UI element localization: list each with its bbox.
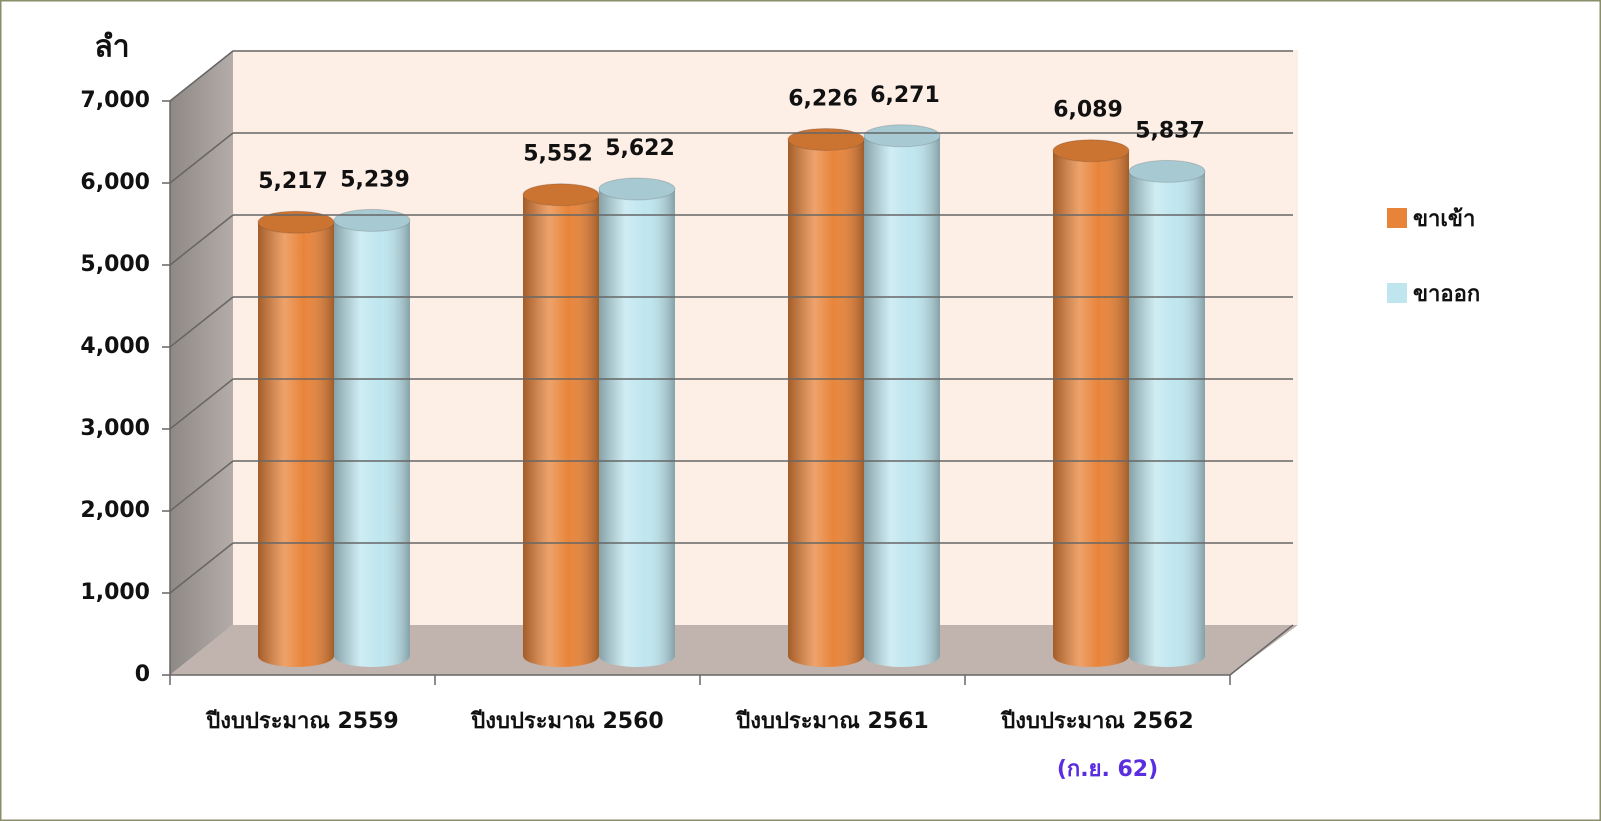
floor <box>170 625 1298 675</box>
bar-shade <box>1129 171 1205 667</box>
annotation: (ก.ย. 62) <box>1057 757 1158 782</box>
bar-top-shade <box>864 124 940 147</box>
y-axis-label: ลำ <box>94 30 129 65</box>
y-tick-label: 2,000 <box>80 498 150 523</box>
bar-shade <box>1053 150 1129 667</box>
bar-top-shade <box>334 209 410 232</box>
bar-shade <box>788 139 864 667</box>
value-label: 5,622 <box>605 136 675 161</box>
x-tick-label: ปีงบประมาณ 2561 <box>735 709 929 734</box>
grid-line <box>169 214 234 266</box>
legend-swatch <box>1387 208 1407 228</box>
grid-line <box>169 296 234 348</box>
bar-top <box>1052 139 1130 163</box>
grid-line <box>169 50 234 102</box>
bar-top-shade <box>599 177 675 200</box>
bar-top-shade <box>1129 160 1205 183</box>
bar-shade <box>334 220 410 668</box>
bar-top-shade <box>258 211 334 234</box>
value-label: 5,837 <box>1135 118 1205 143</box>
bar-top <box>863 124 941 148</box>
grid-line <box>169 460 234 512</box>
y-tick-label: 1,000 <box>80 580 150 605</box>
y-tick-label: 5,000 <box>80 252 150 277</box>
legend-label: ขาออก <box>1413 282 1480 307</box>
legend-swatch <box>1387 283 1407 303</box>
axis-line <box>1229 624 1294 676</box>
x-tick-label: ปีงบประมาณ 2562 <box>1000 709 1194 734</box>
value-label: 5,552 <box>523 142 593 167</box>
bar-shade <box>258 222 334 667</box>
bar-top-shade <box>523 183 599 206</box>
y-tick-label: 6,000 <box>80 170 150 195</box>
y-tick-label: 0 <box>135 662 150 687</box>
bar-top-shade <box>788 128 864 151</box>
x-tick-label: ปีงบประมาณ 2560 <box>470 709 664 734</box>
grid-line <box>169 378 234 430</box>
value-label: 5,217 <box>258 169 328 194</box>
value-label: 6,271 <box>870 83 940 108</box>
bar-top <box>1128 159 1206 183</box>
bar-shade <box>864 135 940 667</box>
value-label: 6,226 <box>788 86 858 111</box>
x-tick-label: ปีงบประมาณ 2559 <box>205 709 399 734</box>
bar-shade <box>523 194 599 667</box>
y-tick-label: 7,000 <box>80 88 150 113</box>
y-tick-label: 4,000 <box>80 334 150 359</box>
bar-shade <box>599 188 675 667</box>
side-wall <box>170 50 233 675</box>
value-label: 6,089 <box>1053 98 1123 123</box>
grid-line <box>169 542 234 594</box>
bar-top <box>598 177 676 201</box>
legend-label: ขาเข้า <box>1413 207 1475 232</box>
value-label: 5,239 <box>340 167 410 192</box>
grid-line <box>169 132 234 184</box>
y-tick-label: 3,000 <box>80 416 150 441</box>
bar-top-shade <box>1053 139 1129 162</box>
